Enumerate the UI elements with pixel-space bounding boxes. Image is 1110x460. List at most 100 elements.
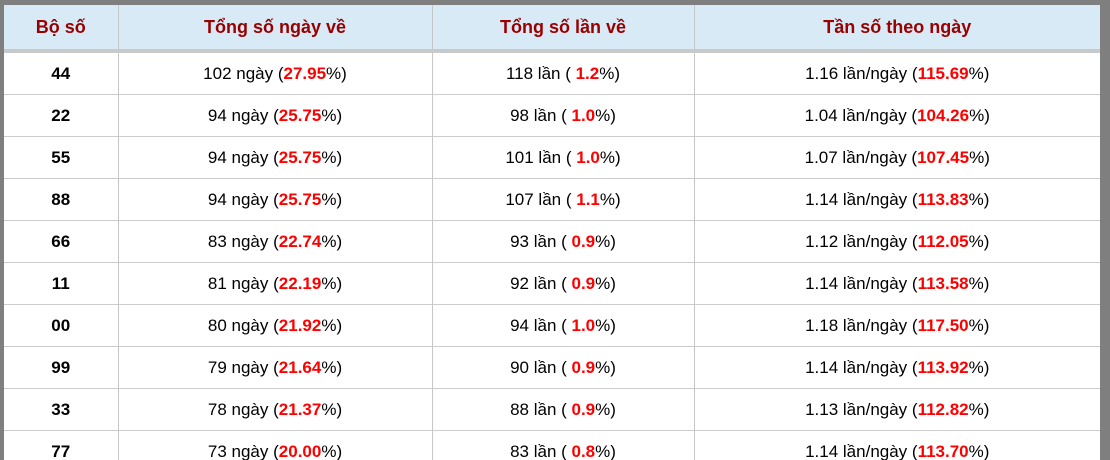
cell-text-suffix: %) (968, 63, 990, 83)
cell-text: 94 ngày ( (207, 105, 279, 125)
cell-text: 1.16 lần/ngày ( (805, 63, 918, 83)
cell-text-suffix: %) (321, 105, 343, 125)
percent-value: 0.9 (566, 273, 596, 293)
cell-text: 102 ngày ( (203, 63, 284, 83)
cell-text-suffix: %) (968, 189, 990, 209)
total-times-cell: 88 lần ( 0.9%) (432, 388, 695, 431)
cell-text: 94 ngày ( (207, 147, 279, 167)
statistics-table: Bộ số Tổng số ngày về Tổng số lần về Tần… (4, 5, 1100, 460)
total-days-cell: 80 ngày (21.92%) (118, 304, 433, 347)
percent-value: 21.37 (278, 399, 322, 419)
cell-text: 1.04 lần/ngày ( (804, 105, 918, 125)
daily-frequency-cell: 1.18 lần/ngày (117.50%) (694, 304, 1100, 347)
percent-value: 0.9 (566, 357, 596, 377)
cell-text-suffix: %) (968, 315, 990, 335)
percent-value: 115.69 (917, 63, 969, 83)
table-row: 33 78 ngày (21.37%) 88 lần ( 0.9%) 1.13 … (4, 388, 1100, 431)
total-times-cell: 92 lần ( 0.9%) (432, 262, 695, 305)
percent-value: 117.50 (917, 315, 969, 335)
daily-frequency-cell: 1.14 lần/ngày (113.92%) (694, 346, 1100, 389)
table-row: 55 94 ngày (25.75%) 101 lần ( 1.0%) 1.07… (4, 136, 1100, 179)
cell-text-suffix: %) (321, 273, 343, 293)
percent-value: 113.70 (917, 441, 969, 460)
total-days-cell: 81 ngày (22.19%) (118, 262, 433, 305)
cell-text: 1.18 lần/ngày ( (805, 315, 918, 335)
percent-value: 1.2 (570, 63, 600, 83)
table-row: 77 73 ngày (20.00%) 83 lần ( 0.8%) 1.14 … (4, 430, 1100, 460)
cell-text-suffix: %) (321, 399, 343, 419)
cell-text: 79 ngày ( (207, 357, 279, 377)
total-days-cell: 79 ngày (21.64%) (118, 346, 433, 389)
cell-text-suffix: %) (321, 189, 343, 209)
cell-text-suffix: %) (321, 315, 343, 335)
percent-value: 104.26 (917, 105, 970, 125)
percent-value: 107.45 (917, 147, 970, 167)
cell-text: 1.12 lần/ngày ( (805, 231, 918, 251)
daily-frequency-cell: 1.14 lần/ngày (113.58%) (694, 262, 1100, 305)
cell-text-suffix: %) (321, 147, 343, 167)
col-header-total-times: Tổng số lần về (432, 5, 695, 53)
cell-text: 78 ngày ( (207, 399, 279, 419)
total-days-cell: 94 ngày (25.75%) (118, 94, 433, 137)
pair-number-cell: 55 (4, 136, 119, 179)
cell-text-suffix: %) (599, 63, 621, 83)
total-days-cell: 94 ngày (25.75%) (118, 178, 433, 221)
percent-value: 21.92 (278, 315, 322, 335)
header-row: Bộ số Tổng số ngày về Tổng số lần về Tần… (4, 5, 1100, 53)
total-times-cell: 101 lần ( 1.0%) (432, 136, 695, 179)
cell-text: 1.14 lần/ngày ( (805, 189, 918, 209)
percent-value: 1.0 (566, 105, 596, 125)
percent-value: 21.64 (278, 357, 322, 377)
percent-value: 0.9 (566, 231, 596, 251)
percent-value: 25.75 (278, 189, 322, 209)
total-days-cell: 102 ngày (27.95%) (118, 50, 433, 95)
cell-text: 83 lần ( (510, 441, 567, 460)
pair-number-cell: 44 (4, 50, 119, 95)
cell-text: 1.14 lần/ngày ( (805, 441, 918, 460)
col-header-total-days: Tổng số ngày về (118, 5, 433, 53)
total-days-cell: 78 ngày (21.37%) (118, 388, 433, 431)
percent-value: 112.05 (917, 231, 969, 251)
pair-number-cell: 22 (4, 94, 119, 137)
total-times-cell: 83 lần ( 0.8%) (432, 430, 695, 460)
cell-text: 94 lần ( (510, 315, 567, 335)
total-times-cell: 107 lần ( 1.1%) (432, 178, 695, 221)
table-row: 99 79 ngày (21.64%) 90 lần ( 0.9%) 1.14 … (4, 346, 1100, 389)
daily-frequency-cell: 1.04 lần/ngày (104.26%) (694, 94, 1100, 137)
cell-text-suffix: %) (326, 63, 347, 83)
cell-text: 94 ngày ( (207, 189, 279, 209)
percent-value: 1.0 (571, 147, 600, 167)
pair-number-cell: 00 (4, 304, 119, 347)
cell-text: 98 lần ( (510, 105, 567, 125)
percent-value: 27.95 (283, 63, 327, 83)
cell-text: 90 lần ( (510, 357, 567, 377)
cell-text-suffix: %) (969, 147, 990, 167)
cell-text: 1.07 lần/ngày ( (804, 147, 918, 167)
cell-text-suffix: %) (595, 231, 616, 251)
table-row: 00 80 ngày (21.92%) 94 lần ( 1.0%) 1.18 … (4, 304, 1100, 347)
cell-text-suffix: %) (595, 441, 616, 460)
cell-text-suffix: %) (321, 231, 343, 251)
daily-frequency-cell: 1.12 lần/ngày (112.05%) (694, 220, 1100, 263)
cell-text: 1.14 lần/ngày ( (805, 273, 918, 293)
percent-value: 0.8 (566, 441, 596, 460)
percent-value: 25.75 (278, 105, 322, 125)
cell-text-suffix: %) (968, 399, 990, 419)
daily-frequency-cell: 1.13 lần/ngày (112.82%) (694, 388, 1100, 431)
cell-text-suffix: %) (595, 273, 616, 293)
cell-text: 118 lần ( (505, 63, 571, 83)
cell-text-suffix: %) (595, 399, 616, 419)
table-body: 44 102 ngày (27.95%) 118 lần ( 1.2%) 1.1… (4, 50, 1100, 460)
percent-value: 113.58 (917, 273, 969, 293)
cell-text-suffix: %) (595, 357, 616, 377)
percent-value: 22.19 (278, 273, 322, 293)
cell-text: 107 lần ( (505, 189, 572, 209)
percent-value: 0.9 (566, 399, 596, 419)
cell-text-suffix: %) (968, 441, 990, 460)
cell-text-suffix: %) (595, 105, 616, 125)
cell-text-suffix: %) (968, 231, 990, 251)
table-row: 66 83 ngày (22.74%) 93 lần ( 0.9%) 1.12 … (4, 220, 1100, 263)
total-times-cell: 94 lần ( 1.0%) (432, 304, 695, 347)
percent-value: 22.74 (278, 231, 322, 251)
